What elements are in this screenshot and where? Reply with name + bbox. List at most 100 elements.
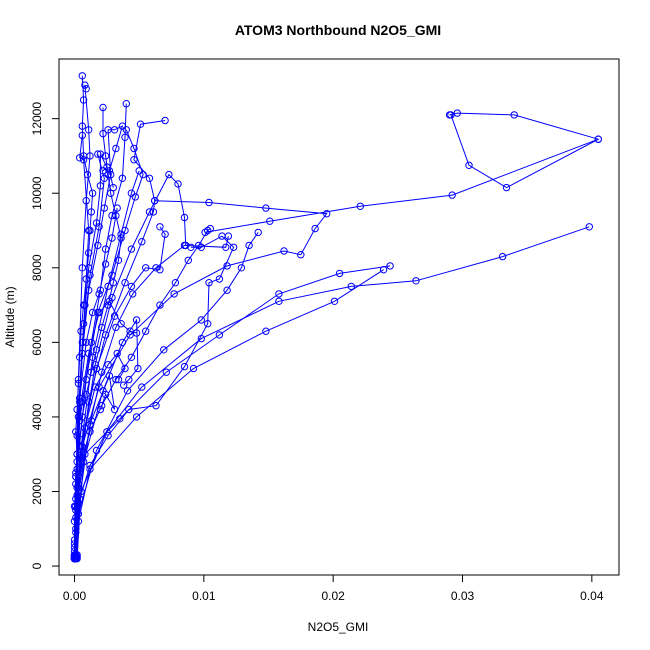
data-point	[85, 126, 93, 134]
data-point	[180, 362, 189, 371]
data-point	[330, 297, 339, 305]
data-point	[266, 217, 274, 225]
data-point	[138, 383, 146, 391]
data-point	[104, 361, 112, 369]
data-point	[101, 260, 110, 268]
data-point	[130, 144, 138, 153]
data-point	[189, 364, 198, 373]
profile-series	[73, 223, 593, 563]
data-point	[335, 269, 344, 278]
data-point	[78, 72, 87, 80]
profile-series	[201, 135, 602, 237]
data-point	[78, 131, 87, 140]
data-point	[323, 210, 331, 218]
data-point	[112, 144, 120, 153]
chart-title: ATOM3 Northbound N2O5_GMI	[235, 22, 441, 38]
data-point	[120, 381, 128, 389]
data-point	[87, 338, 96, 347]
data-point	[201, 228, 209, 237]
data-point	[110, 312, 119, 320]
data-point	[108, 234, 116, 242]
data-point	[109, 183, 118, 192]
data-point	[182, 241, 190, 250]
data-point	[127, 245, 136, 253]
data-point	[197, 243, 206, 252]
data-point	[77, 398, 85, 406]
data-point	[79, 156, 88, 164]
data-point	[96, 150, 105, 158]
data-point	[161, 116, 169, 125]
data-point	[109, 279, 118, 287]
data-point	[117, 320, 125, 328]
data-point	[123, 387, 132, 395]
series-line	[76, 269, 384, 557]
data-point	[118, 338, 127, 347]
data-point	[94, 150, 102, 158]
data-point	[138, 238, 146, 246]
data-point	[76, 394, 84, 402]
data-point	[76, 454, 84, 462]
series-line	[75, 129, 144, 559]
data-point	[205, 198, 213, 207]
data-point	[118, 174, 127, 183]
data-point	[297, 251, 305, 259]
data-point	[127, 189, 136, 197]
data-point	[94, 241, 102, 250]
data-point	[110, 405, 119, 414]
data-point	[170, 290, 178, 298]
x-tick-label: 0.01	[192, 589, 216, 603]
data-point	[82, 85, 90, 93]
data-point	[92, 446, 101, 455]
data-point	[152, 264, 160, 272]
data-point	[99, 129, 107, 138]
y-tick-label: 12000	[30, 102, 44, 136]
data-point	[223, 262, 231, 270]
y-tick-label: 2000	[30, 478, 44, 505]
data-point	[113, 349, 121, 358]
profile-series	[70, 204, 121, 563]
data-point	[245, 241, 253, 250]
data-point	[156, 301, 164, 309]
data-point	[126, 327, 134, 335]
data-point	[171, 279, 180, 287]
series-line	[74, 170, 140, 557]
data-point	[127, 282, 136, 291]
series-line	[74, 208, 118, 559]
data-point	[82, 338, 90, 347]
data-point	[87, 208, 96, 216]
data-point	[104, 170, 112, 179]
data-point	[130, 156, 138, 164]
y-tick-label: 6000	[30, 329, 44, 356]
data-point	[88, 308, 97, 317]
data-point	[465, 161, 473, 170]
data-point	[215, 331, 224, 339]
data-point	[70, 553, 79, 561]
y-tick-label: 10000	[30, 176, 44, 210]
data-point	[121, 364, 129, 373]
data-point	[197, 316, 206, 324]
series-line	[74, 103, 127, 559]
data-point	[110, 126, 119, 134]
data-point	[224, 232, 233, 240]
data-point	[76, 154, 84, 162]
data-point	[88, 353, 97, 361]
data-point	[79, 96, 88, 104]
data-point	[311, 224, 319, 233]
data-point	[254, 228, 262, 237]
data-point	[81, 301, 89, 309]
data-point	[160, 346, 168, 354]
data-point	[118, 122, 127, 130]
data-point	[92, 364, 101, 373]
data-point	[121, 133, 129, 142]
data-point	[594, 135, 602, 143]
data-point	[100, 174, 109, 183]
series-line	[76, 226, 590, 559]
series-line	[74, 226, 166, 555]
x-tick-label: 0.02	[322, 589, 346, 603]
data-point	[122, 100, 131, 108]
x-axis-label: N2O5_GMI	[308, 620, 369, 634]
data-point	[447, 111, 455, 119]
data-point	[103, 428, 111, 436]
